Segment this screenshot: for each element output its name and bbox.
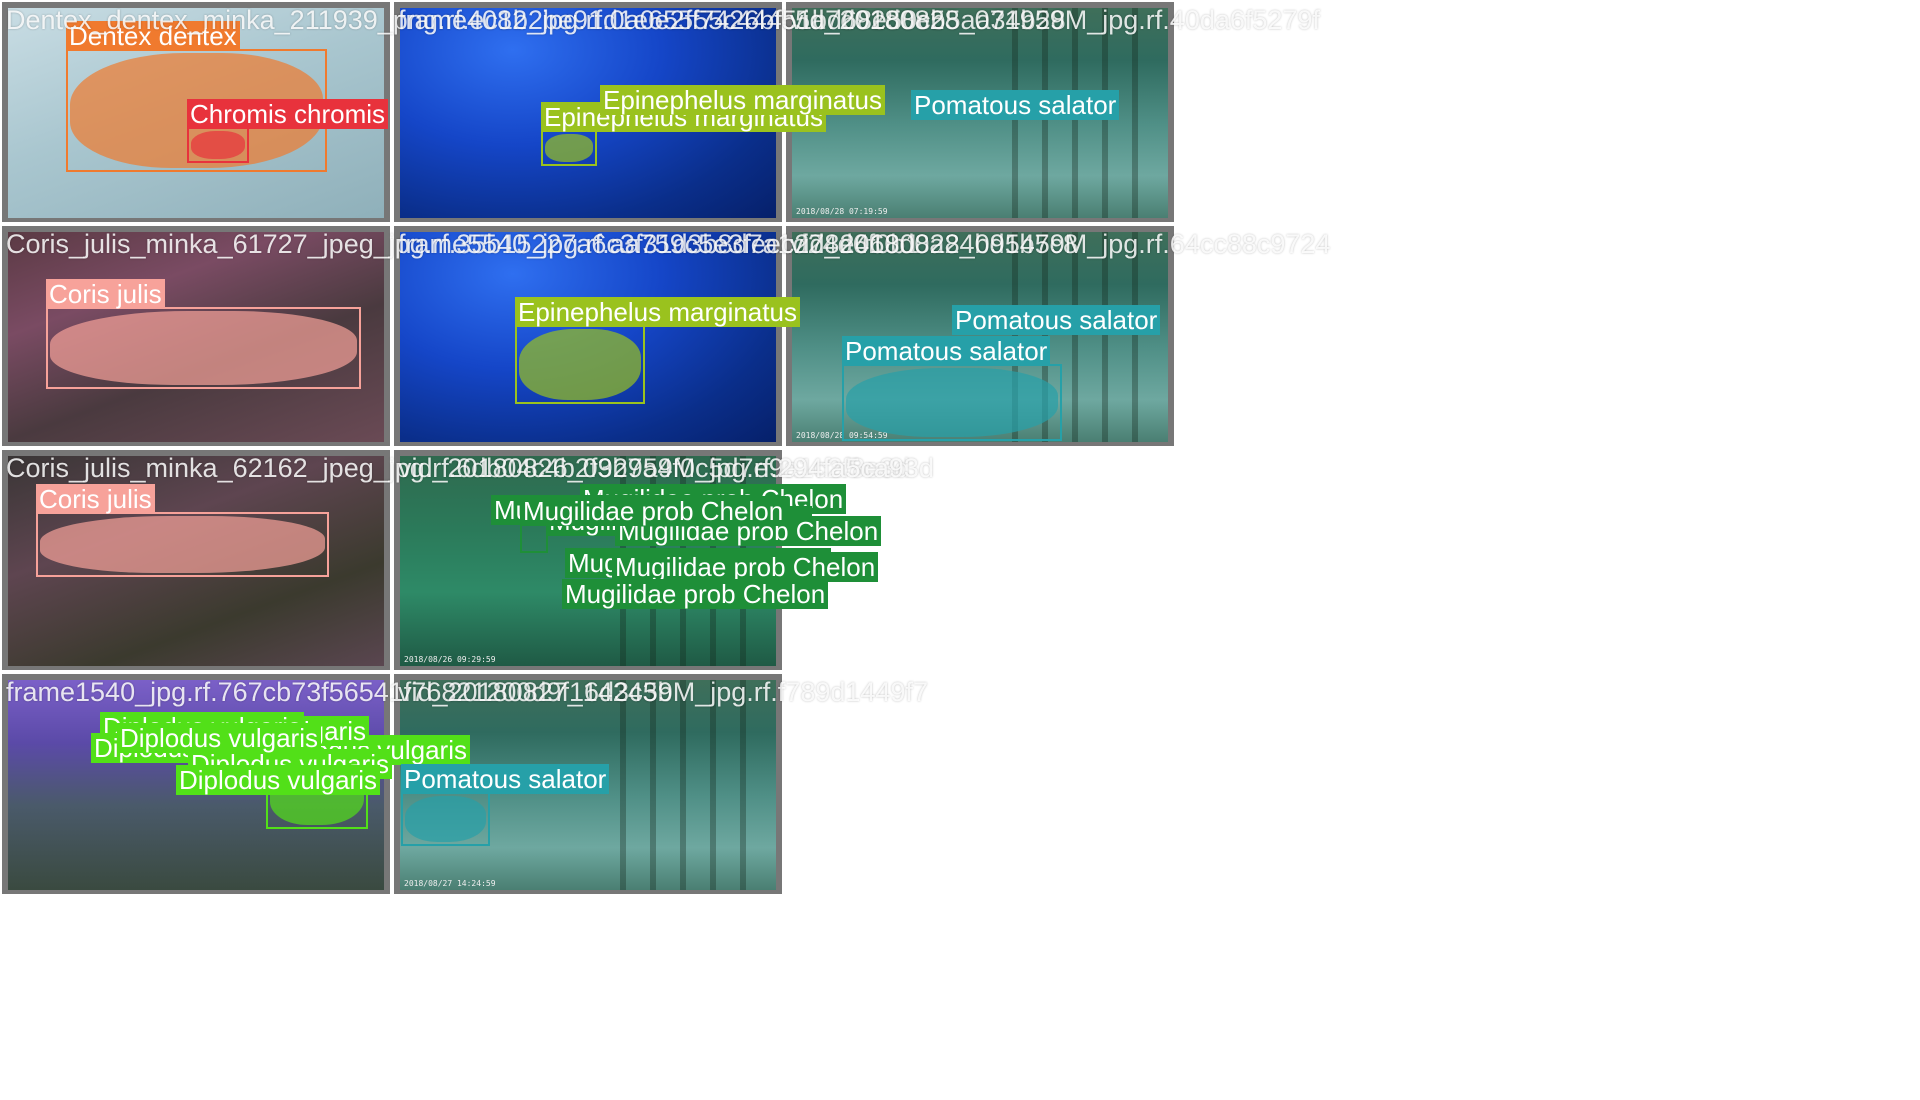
label-epinephelus-marginatus: Epinephelus marginatus: [600, 85, 885, 115]
label-diplodus-vulgaris: Diplodus vulgaris: [176, 765, 380, 795]
wreck-beam: [1072, 232, 1078, 442]
label-coris-julis: Coris julis: [46, 279, 165, 309]
mask-pomatous-salator: [846, 368, 1058, 437]
timestamp-label: 2018/08/26 09:29:59: [404, 655, 496, 664]
wreck-beam: [1132, 8, 1138, 218]
mask-epinephelus-marginatus: [545, 134, 593, 162]
label-pomatous-salator: Pomatous salator: [842, 336, 1051, 366]
bbox-coris-julis: [46, 307, 361, 389]
mask-chromis-chromis: [191, 131, 245, 159]
label-mugilidae-prob-chelon: Mugilidae prob Chelon: [562, 579, 829, 609]
mask-coris-julis: [50, 311, 357, 385]
image-filename: vid_20180826_092959M_jpg.rf.294fa5ca93d: [398, 453, 934, 483]
image-filename: Dentex_dentex_minka_211939_png.rf.ec1b2b…: [6, 5, 946, 35]
label-pomatous-salator: Pomatous salator: [401, 764, 610, 794]
wreck-beam: [1102, 232, 1108, 442]
image-filename: frame4082_jpg.rf.0a0e2ff7426bf51bd68e50c…: [398, 5, 1066, 35]
image-filename: frame5540_jpg.rf.aa759c5e3feec278e460d0a…: [398, 229, 1079, 259]
label-mugilidae-prob-chelon: Mugilidae prob Chelon: [520, 496, 787, 526]
image-filename: Coris_julis_minka_61727_jpeg_jpg.rf.35b1…: [6, 229, 921, 259]
image-filename: vid_20180828_071959M_jpg.rf.40da6f5279f: [790, 5, 1320, 35]
wreck-beam: [710, 680, 716, 890]
wreck-beam: [620, 680, 626, 890]
label-coris-julis: Coris julis: [36, 484, 155, 514]
mask-coris-julis: [40, 516, 325, 573]
image-filename: Coris_julis_minka_62162_jpeg_jpg.rf.6db0…: [6, 453, 910, 483]
label-chromis-chromis: Chromis chromis: [187, 99, 389, 129]
bbox-mugilidae-prob-chelon: [520, 524, 548, 553]
label-pomatous-salator: Pomatous salator: [952, 305, 1161, 335]
mask-pomatous-salator: [405, 796, 486, 842]
label-mugilidae-prob-chelon: Mugilidae prob Chelon: [612, 552, 879, 582]
wreck-beam: [680, 680, 686, 890]
wreck-beam: [1132, 232, 1138, 442]
label-diplodus-vulgaris: Diplodus vulgaris: [117, 723, 321, 753]
image-filename: vid_20180827_142459M_jpg.rf.f789d1449f7: [398, 677, 928, 707]
wreck-beam: [650, 680, 656, 890]
bbox-coris-julis: [36, 512, 329, 577]
label-epinephelus-marginatus: Epinephelus marginatus: [515, 297, 800, 327]
image-filename: vid_20180828_095459M_jpg.rf.64cc88c9724: [790, 229, 1331, 259]
wreck-beam: [740, 680, 746, 890]
timestamp-label: 2018/08/27 14:24:59: [404, 879, 496, 888]
timestamp-label: 2018/08/28 09:54:59: [796, 431, 888, 440]
timestamp-label: 2018/08/28 07:19:59: [796, 207, 888, 216]
label-pomatous-salator: Pomatous salator: [911, 90, 1120, 120]
mask-epinephelus-marginatus: [519, 329, 641, 400]
image-filename: frame1540_jpg.rf.767cb73f56541f76821200d…: [6, 677, 673, 707]
label-dentex-dentex: Dentex dentex: [66, 21, 240, 51]
